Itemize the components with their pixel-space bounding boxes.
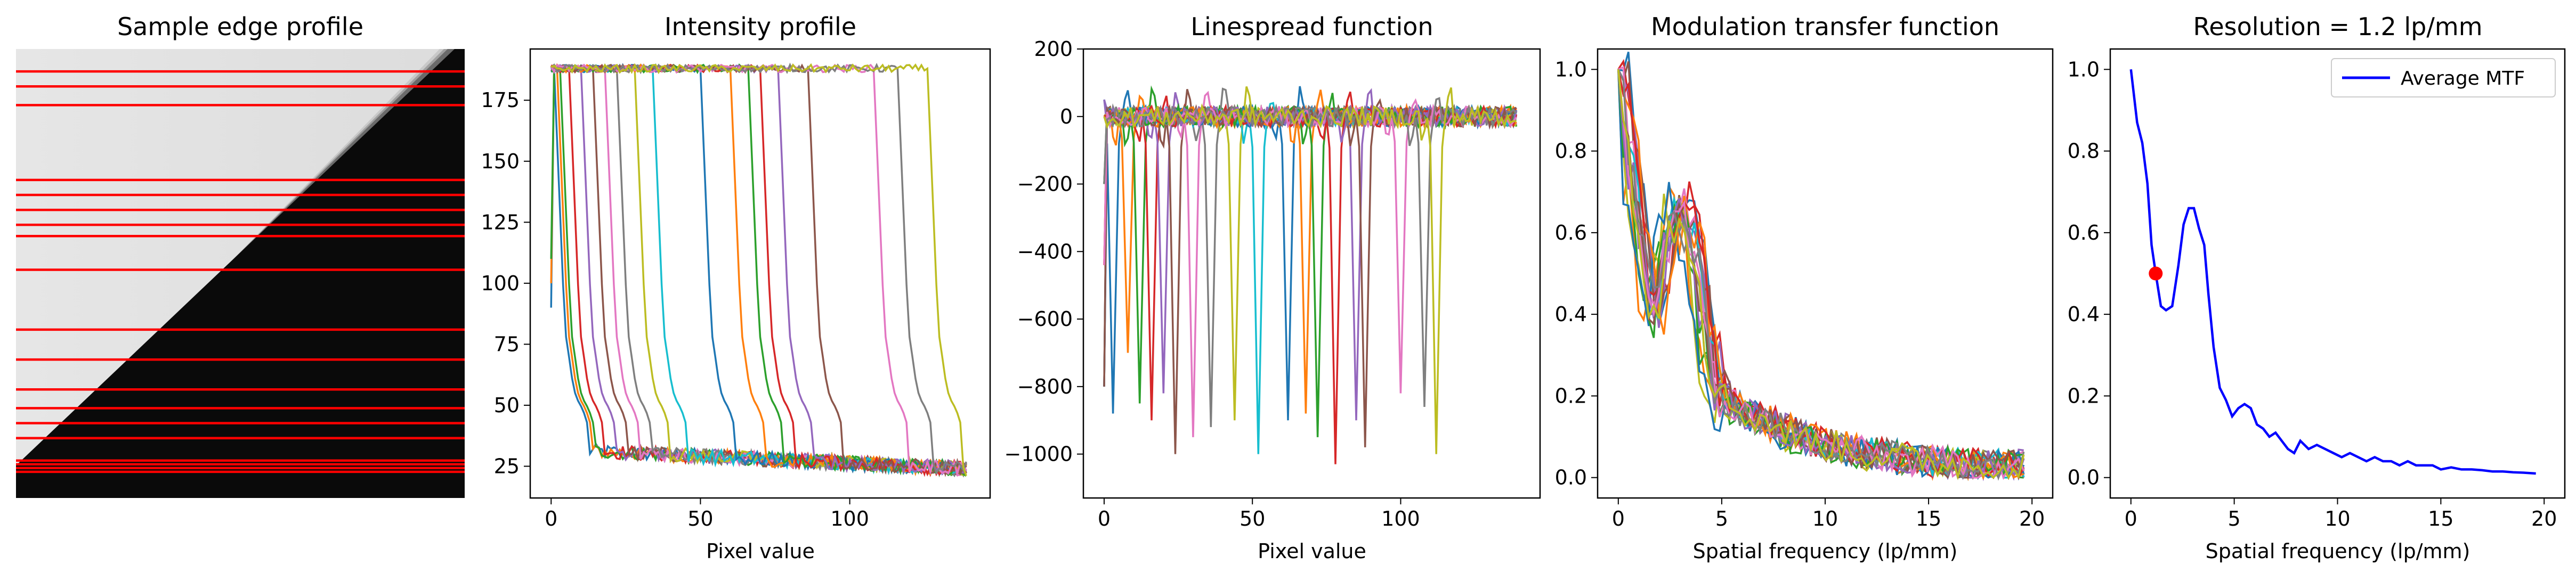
- panel-modulation-transfer-function: Modulation transfer function Spatial fre…: [1555, 12, 2054, 563]
- y-tick-label: 75: [494, 332, 520, 356]
- mtf-series-line: [1617, 69, 2025, 480]
- plot-area: [1617, 52, 2025, 481]
- y-tick-label: 25: [494, 454, 520, 478]
- mtf-series-line: [1617, 69, 2024, 479]
- y-tick-label: 0.2: [2068, 384, 2100, 407]
- y-tick-label: 0.4: [1555, 303, 1587, 326]
- mtf-series-line: [1617, 69, 2024, 481]
- panel-linespread-function: Linespread function Pixel value 0 50 100 20…: [1004, 12, 1541, 563]
- y-tick-label: −800: [1017, 375, 1073, 398]
- mtf-series-line: [1617, 69, 2025, 481]
- x-axis-label: Pixel value: [1258, 540, 1366, 563]
- y-tick-label: 0.6: [1555, 221, 1587, 244]
- y-tick-label: 0.0: [2068, 466, 2100, 489]
- mtf-series-line: [1618, 66, 2024, 480]
- legend-box: [2331, 58, 2556, 97]
- intensity-series-line: [550, 63, 967, 476]
- y-tick-label: 200: [1034, 37, 1073, 61]
- y-tick-label: 125: [481, 210, 520, 234]
- x-tick-label: 15: [2428, 507, 2453, 530]
- panel-title: Modulation transfer function: [1651, 12, 1999, 41]
- plot-area: [2129, 69, 2536, 475]
- mtf-series-line: [1617, 69, 2025, 481]
- panel-title: Sample edge profile: [117, 12, 363, 41]
- linespread-series-line: [1103, 87, 1517, 454]
- mtf-series-line: [1618, 52, 2025, 481]
- panel-title: Intensity profile: [665, 12, 856, 41]
- y-tick-label: 150: [481, 150, 520, 173]
- y-tick-label: 0.0: [1555, 466, 1587, 489]
- mtf-series-line: [1617, 69, 2025, 479]
- axes-frame: [1082, 48, 1541, 499]
- y-tick-label: 0.4: [2068, 303, 2100, 326]
- axes-frame: [2109, 48, 2566, 499]
- plot-area: [1103, 85, 1518, 464]
- y-tick-label: 1.0: [2068, 58, 2100, 81]
- y-tick-label: −400: [1017, 240, 1073, 263]
- y-tick-label: −1000: [1004, 443, 1073, 466]
- x-tick-label: 15: [1916, 507, 1941, 530]
- x-tick-label: 0: [2125, 507, 2137, 530]
- dark-region: [16, 49, 465, 498]
- average-mtf-line: [2129, 69, 2536, 475]
- y-tick-label: 175: [481, 88, 520, 112]
- x-tick-label: 10: [1812, 507, 1838, 530]
- y-tick-label: 0.8: [2068, 140, 2100, 163]
- resolution-marker: [2149, 266, 2163, 281]
- y-tick-label: −200: [1017, 173, 1073, 196]
- axes-frame: [529, 48, 991, 499]
- mtf-series-line: [1617, 61, 2025, 480]
- x-tick-label: 20: [2531, 507, 2557, 530]
- mtf-series-line: [1617, 69, 2025, 479]
- mtf-series-line: [1617, 69, 2024, 478]
- plot-area: [550, 62, 967, 478]
- x-tick-label: 5: [1715, 507, 1728, 530]
- panel-sample-edge-profile: Sample edge profile: [16, 12, 465, 498]
- mtf-series-line: [1617, 69, 2025, 480]
- y-tick-label: 100: [481, 272, 520, 295]
- x-axis-label: Spatial frequency (lp/mm): [1693, 540, 1958, 563]
- axes-frame: [1597, 48, 2054, 499]
- y-tick-label: −600: [1017, 307, 1073, 331]
- x-axis-label: Pixel value: [706, 540, 815, 563]
- x-tick-label: 0: [1098, 507, 1111, 530]
- x-tick-label: 50: [687, 507, 713, 530]
- mtf-series-line: [1617, 69, 2024, 481]
- x-tick-label: 100: [1381, 507, 1420, 530]
- mtf-series-line: [1617, 59, 2024, 480]
- mtf-series-line: [1617, 69, 2024, 479]
- x-tick-label: 0: [545, 507, 557, 530]
- linespread-series-line: [1103, 97, 1517, 407]
- x-tick-label: 0: [1612, 507, 1625, 530]
- legend: Average MTF: [2331, 58, 2556, 97]
- panel-intensity-profile: Intensity profile Pixel value 0 50 100 25 50…: [481, 12, 991, 563]
- sample-row-lines: [16, 70, 465, 473]
- x-tick-label: 20: [2019, 507, 2045, 530]
- mtf-series-line: [1617, 69, 2025, 480]
- x-tick-label: 50: [1240, 507, 1265, 530]
- y-tick-label: 0.8: [1555, 140, 1587, 163]
- y-tick-label: 0.2: [1555, 384, 1587, 407]
- legend-label-average-mtf: Average MTF: [2401, 68, 2525, 89]
- y-tick-label: 0.6: [2068, 221, 2100, 244]
- panel-title: Resolution = 1.2 lp/mm: [2193, 12, 2482, 41]
- x-tick-label: 10: [2324, 507, 2350, 530]
- mtf-series-line: [1617, 69, 2025, 481]
- x-axis-label: Spatial frequency (lp/mm): [2206, 540, 2470, 563]
- mtf-series-line: [1617, 69, 2025, 477]
- panel-resolution: Resolution = 1.2 lp/mm Spatial frequency…: [2068, 12, 2566, 563]
- y-tick-label: 0: [1060, 105, 1073, 128]
- x-tick-label: 100: [830, 507, 869, 530]
- y-tick-label: 1.0: [1555, 58, 1587, 81]
- x-tick-label: 5: [2228, 507, 2241, 530]
- panel-title: Linespread function: [1190, 12, 1433, 41]
- mtf-series-line: [1617, 69, 2025, 480]
- y-tick-label: 50: [494, 394, 520, 417]
- edge-image: [16, 49, 465, 498]
